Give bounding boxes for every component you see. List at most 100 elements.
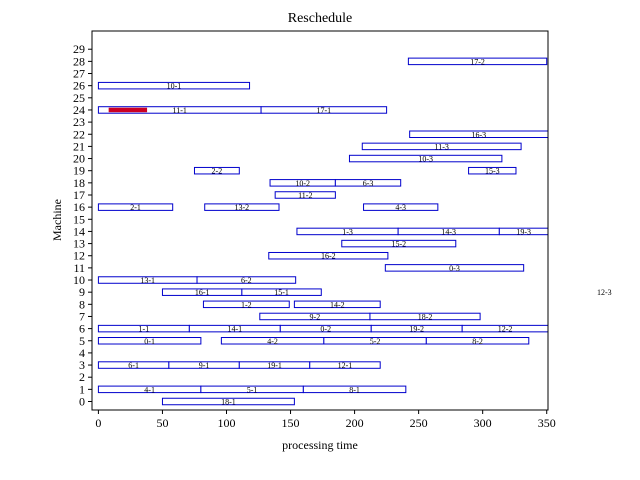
task-bar	[407, 57, 548, 66]
task-bar	[204, 203, 280, 211]
task-label: 12-1	[338, 361, 353, 370]
y-axis-label: Machine	[50, 199, 64, 241]
task-label: 4-2	[267, 337, 278, 346]
y-tick-label: 9	[79, 285, 85, 299]
y-tick-label: 1	[79, 382, 85, 396]
y-tick-label: 25	[73, 91, 85, 105]
task-bar	[97, 337, 202, 345]
y-tick-label: 13	[73, 237, 85, 251]
y-tick-label: 5	[79, 334, 85, 348]
task-bar	[409, 130, 548, 139]
x-tick-label: 0	[95, 416, 101, 430]
task-bar	[498, 227, 548, 236]
task-bar	[384, 264, 525, 272]
bar-labels-layer: 18-1 4-1 5-1 8-1 6-1 9-1 19-1 12-1 0-1 4-2 5-2 8-2 1…	[128, 57, 611, 406]
x-tick-label: 300	[474, 416, 492, 430]
y-tick-label: 11	[73, 261, 85, 275]
task-bar	[196, 276, 297, 284]
task-label: 10-1	[167, 82, 182, 91]
y-tick-label: 17	[73, 188, 85, 202]
task-label: 1-1	[139, 325, 150, 334]
task-label: 16-3	[471, 130, 486, 139]
task-label: 17-2	[470, 57, 485, 66]
task-bar	[361, 142, 522, 151]
task-label: 19-3	[516, 227, 531, 236]
task-label: 12-2	[498, 325, 513, 334]
y-tick-label: 19	[73, 164, 85, 178]
annotation-label: 12-3	[597, 288, 612, 297]
y-axis: 0123456789101112131415161718192021222324…	[73, 42, 92, 408]
task-label: 1-2	[241, 300, 252, 309]
task-label: 11-3	[434, 142, 448, 151]
y-tick-label: 0	[79, 394, 85, 408]
task-bar	[461, 324, 548, 333]
task-bar	[341, 239, 457, 248]
y-tick-label: 4	[79, 346, 85, 360]
x-tick-label: 150	[282, 416, 300, 430]
task-label: 14-3	[441, 227, 456, 236]
task-label: 15-2	[391, 240, 406, 249]
task-bar	[202, 300, 290, 309]
x-tick-label: 350	[538, 416, 556, 430]
task-bar	[468, 166, 517, 175]
task-label: 6-2	[241, 276, 252, 285]
task-label: 19-2	[409, 325, 424, 334]
y-tick-label: 26	[73, 79, 85, 93]
highlight-bar	[108, 107, 148, 113]
task-label: 8-2	[472, 337, 483, 346]
x-tick-label: 250	[410, 416, 428, 430]
task-label: 5-2	[370, 337, 381, 346]
task-label: 8-1	[349, 385, 360, 394]
task-label: 10-3	[418, 155, 433, 164]
task-bar	[260, 106, 388, 114]
task-bar	[369, 312, 481, 321]
y-tick-label: 15	[73, 212, 85, 226]
task-label: 18-1	[221, 397, 236, 406]
y-tick-label: 6	[79, 322, 85, 336]
task-bar	[193, 166, 240, 175]
y-tick-label: 20	[73, 152, 85, 166]
x-tick-label: 50	[156, 416, 168, 430]
y-tick-label: 7	[79, 309, 85, 323]
task-bar	[348, 154, 503, 163]
x-tick-label: 100	[217, 416, 235, 430]
y-tick-label: 24	[73, 103, 85, 117]
task-label: 0-2	[320, 325, 331, 334]
task-label: 9-1	[199, 361, 210, 370]
y-tick-label: 29	[73, 42, 85, 56]
task-bar	[309, 361, 381, 369]
task-bar	[97, 81, 251, 90]
task-bar	[97, 203, 174, 211]
task-label: 16-2	[321, 252, 336, 261]
plot-frame	[91, 30, 549, 411]
task-label: 9-2	[310, 312, 321, 321]
task-label: 1-3	[342, 227, 353, 236]
task-label: 19-1	[267, 361, 282, 370]
task-bar	[302, 385, 407, 394]
task-bar	[363, 203, 439, 211]
y-tick-label: 23	[73, 115, 85, 129]
y-tick-label: 27	[73, 67, 85, 81]
y-tick-label: 2	[79, 370, 85, 384]
y-tick-label: 12	[73, 249, 85, 263]
task-bar	[268, 251, 389, 260]
y-tick-label: 14	[73, 224, 85, 238]
task-label: 11-2	[298, 191, 312, 200]
task-label: 4-1	[144, 385, 155, 394]
y-tick-label: 10	[73, 273, 85, 287]
task-bar	[425, 337, 530, 345]
task-bar	[334, 179, 402, 187]
task-label: 17-1	[317, 106, 332, 115]
x-tick-label: 200	[346, 416, 364, 430]
x-axis-label: processing time	[282, 438, 358, 452]
chart-title: Reschedule	[288, 11, 353, 26]
task-label: 18-2	[418, 312, 433, 321]
task-label: 2-1	[130, 203, 141, 212]
task-label: 6-3	[363, 179, 374, 188]
task-label: 10-2	[295, 179, 310, 188]
task-label: 14-1	[227, 325, 242, 334]
y-tick-label: 8	[79, 297, 85, 311]
task-label: 0-1	[144, 337, 155, 346]
task-label: 14-2	[330, 300, 345, 309]
